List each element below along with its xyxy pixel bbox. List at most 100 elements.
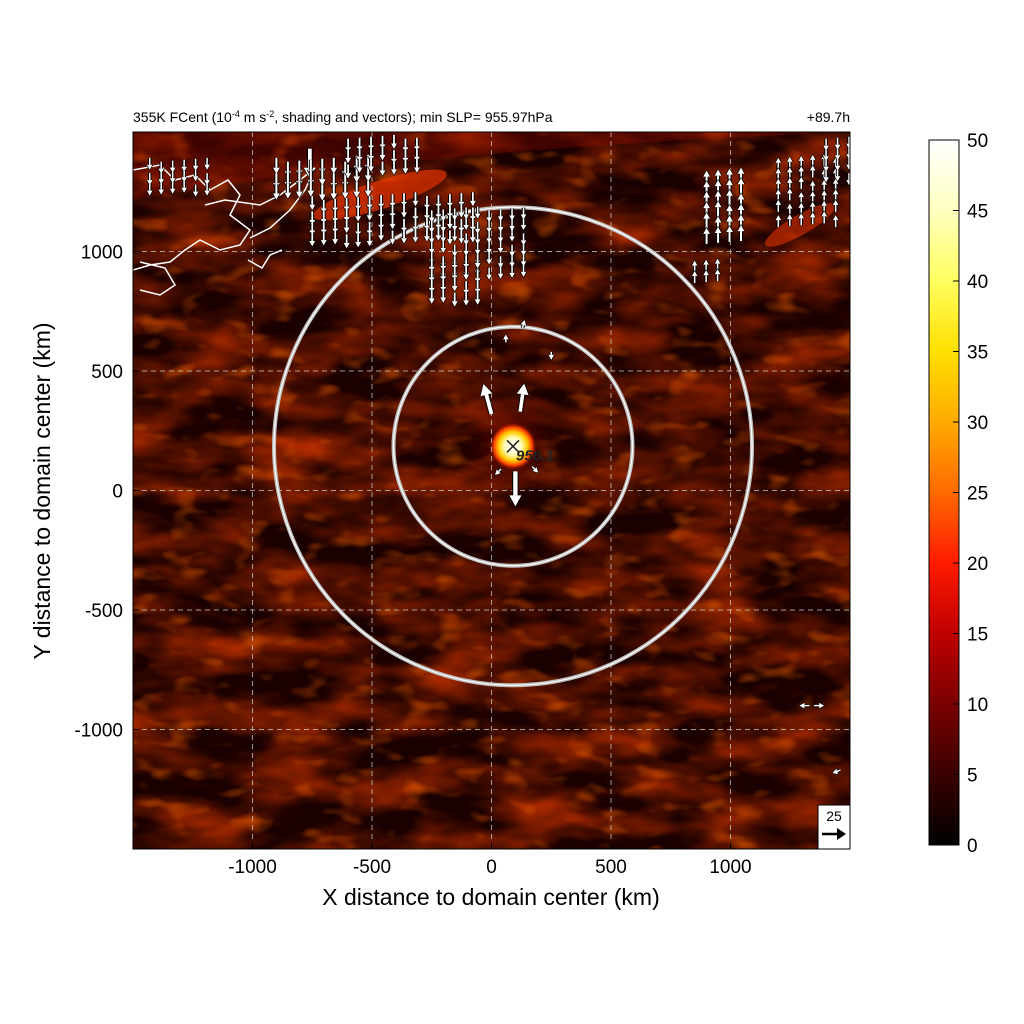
vector-arrow — [427, 289, 436, 305]
vector-arrow — [702, 226, 711, 244]
vector-arrow — [423, 227, 431, 243]
vector-arrow — [786, 213, 794, 227]
reference-vector-label: 25 — [826, 808, 842, 824]
vector-arrow — [786, 166, 794, 180]
storm-center-marker — [506, 439, 520, 453]
vector-arrow — [439, 209, 447, 223]
vector-arrow — [145, 157, 154, 171]
vector-arrow — [378, 146, 387, 162]
y-axis-title: Y distance to domain center (km) — [29, 322, 55, 659]
vector-arrow — [439, 230, 447, 244]
vector-arrow — [479, 383, 495, 415]
vector-arrow — [831, 767, 842, 775]
vector-arrow — [428, 210, 436, 224]
ring-inner-0 — [392, 326, 634, 567]
vector-arrow — [508, 471, 523, 508]
vector-arrow — [833, 169, 842, 183]
colorbar-tick-label: 30 — [967, 413, 988, 434]
vector-arrow — [450, 277, 459, 293]
y-tick-label: 1000 — [81, 243, 123, 264]
vector-arrow — [831, 198, 840, 212]
vector-arrow — [473, 206, 482, 220]
x-tick-label: 500 — [595, 857, 627, 878]
vector-arrow — [352, 181, 362, 199]
vector-arrow — [530, 465, 539, 474]
vector-arrow — [272, 183, 281, 201]
vector-arrow — [519, 218, 528, 232]
vector-arrow — [355, 158, 364, 174]
vector-arrow — [450, 244, 459, 258]
vector-arrow — [145, 183, 154, 197]
vector-arrow — [329, 183, 339, 201]
vector-arrow — [317, 184, 327, 202]
vector-arrow — [450, 292, 459, 308]
vector-arrow — [485, 252, 493, 266]
vector-arrow — [496, 256, 505, 270]
vector-arrow — [690, 270, 699, 284]
reference-vector-box: 25 — [817, 804, 851, 850]
vector-arrow — [473, 290, 482, 306]
colorbar-tick-label: 20 — [967, 554, 988, 575]
x-tick-label: 1000 — [709, 857, 751, 878]
vector-arrow — [473, 242, 482, 256]
vector-arrow — [445, 230, 454, 246]
colorbar-tick-label: 50 — [967, 131, 988, 152]
vector-arrow — [473, 232, 482, 246]
vector-arrow — [365, 232, 374, 248]
vector-arrow — [502, 333, 510, 343]
vector-arrow — [342, 234, 351, 250]
vector-arrow — [450, 208, 459, 222]
vector-arrow — [496, 209, 505, 223]
vector-arrow — [808, 164, 817, 178]
vector-arrow — [319, 231, 328, 247]
vector-arrow — [450, 218, 459, 232]
x-tick-label: -1000 — [228, 857, 277, 878]
vector-arrow — [814, 701, 826, 710]
vector-arrow — [519, 243, 528, 257]
vector-arrow — [774, 214, 783, 228]
vector-arrow — [308, 232, 317, 248]
vector-arrow — [822, 149, 830, 163]
x-axis-ticks: -1000 -500 0 500 1000 — [228, 843, 752, 878]
vector-arrow — [180, 180, 188, 194]
colorbar-tick-label: 25 — [967, 484, 988, 505]
vector-arrow — [365, 206, 374, 222]
vector-arrow — [833, 148, 842, 162]
vector-arrow — [831, 214, 840, 228]
colorbar-tick-label: 45 — [967, 202, 988, 223]
vector-arrow — [797, 175, 805, 189]
vector-arrow — [457, 203, 466, 219]
vector-arrow — [496, 266, 505, 280]
vector-arrow — [845, 173, 850, 187]
storm-pressure-label: 956.1 — [516, 447, 554, 464]
vector-arrow — [168, 181, 177, 195]
x-axis-title: X distance to domain center (km) — [322, 884, 659, 910]
vector-arrow — [485, 241, 493, 255]
vector-arrow — [354, 233, 363, 249]
vector-arrow — [157, 182, 165, 196]
vector-arrow — [462, 233, 470, 247]
vector-arrow — [377, 226, 386, 242]
vector-arrow — [283, 182, 293, 200]
vector-arrow — [808, 211, 817, 225]
y-tick-label: 0 — [112, 482, 123, 503]
vector-arrow — [508, 255, 516, 269]
vector-arrow — [845, 136, 850, 150]
vector-arrow — [508, 244, 516, 258]
y-tick-label: 500 — [91, 362, 123, 383]
vector-arrow — [157, 161, 165, 175]
vector-arrow — [797, 212, 805, 226]
vector-arrow — [485, 267, 493, 281]
vector-arrow — [439, 288, 448, 304]
colorbar-tick-label: 10 — [967, 695, 988, 716]
vector-arrow — [519, 264, 528, 278]
vector-arrow — [473, 254, 482, 270]
vector-arrow — [833, 137, 842, 151]
vector-arrow — [774, 198, 783, 212]
vector-arrow — [473, 221, 482, 235]
ring-inner-1 — [273, 206, 753, 686]
vector-arrow — [496, 240, 505, 254]
vector-arrow — [822, 159, 830, 173]
vector-arrow — [519, 233, 528, 247]
colorbar: 0 5 10 15 20 25 30 35 40 45 50 — [928, 131, 988, 857]
